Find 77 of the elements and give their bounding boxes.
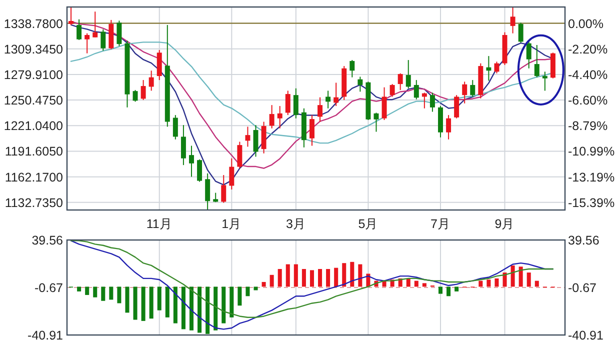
- bar: [141, 286, 146, 321]
- x-tick-label: 3月: [286, 217, 306, 231]
- y-tick-label: -40.91: [28, 328, 64, 340]
- y2-tick-label: -13.19%: [568, 170, 615, 184]
- bar: [270, 274, 274, 287]
- bar: [238, 286, 242, 306]
- bar: [422, 283, 426, 287]
- bar: [518, 266, 523, 287]
- bar: [214, 286, 218, 330]
- y2-tick-label: -8.79%: [568, 119, 608, 134]
- x-tick-label: 9月: [494, 217, 515, 231]
- y-tick-label: 1132.7350: [4, 196, 64, 210]
- bar: [494, 278, 499, 287]
- x-tick-label: 5月: [358, 217, 378, 231]
- bar: [117, 286, 122, 304]
- bar: [478, 280, 483, 287]
- y2-tick-label: 0.00%: [568, 16, 604, 31]
- bar: [342, 263, 346, 287]
- bar: [486, 280, 491, 287]
- y-tick-label: 39.56: [32, 234, 64, 248]
- y-tick-label: -0.67: [34, 280, 64, 295]
- bar: [414, 280, 418, 287]
- y-tick-label: 1191.6050: [4, 144, 64, 159]
- y2-tick-label: -6.60%: [568, 94, 608, 108]
- bar: [206, 286, 210, 334]
- bar: [502, 272, 507, 287]
- bar: [350, 262, 354, 287]
- bar: [446, 286, 451, 296]
- bar: [109, 286, 114, 300]
- y-tick-label: 1162.1700: [4, 170, 64, 184]
- bar: [125, 286, 130, 313]
- bar: [278, 268, 282, 287]
- bar: [358, 264, 362, 287]
- bar: [534, 280, 539, 287]
- y-tick-label: 1279.9100: [4, 68, 64, 82]
- y2-tick-label: -0.67: [568, 280, 597, 295]
- bar: [510, 265, 515, 287]
- bar: [157, 286, 162, 310]
- bar: [334, 268, 338, 287]
- y-tick-label: 1250.4750: [4, 94, 64, 108]
- bar: [93, 286, 98, 298]
- y-tick-label: 1338.7800: [4, 16, 64, 31]
- bar: [302, 268, 306, 287]
- bar: [526, 272, 531, 287]
- bar: [173, 286, 178, 324]
- bar: [189, 286, 194, 330]
- y2-tick-label: -40.91: [568, 328, 604, 340]
- bar: [222, 286, 226, 324]
- bar: [101, 286, 106, 301]
- y2-tick-label: 39.56: [568, 234, 600, 248]
- bar: [262, 282, 266, 287]
- x-tick-label: 7月: [430, 217, 450, 231]
- bar: [246, 286, 250, 296]
- y2-tick-label: -15.39%: [568, 196, 615, 210]
- bar: [149, 286, 154, 319]
- bar: [254, 286, 258, 290]
- bar: [198, 286, 202, 333]
- bar: [85, 286, 90, 295]
- bar: [181, 286, 186, 330]
- y-tick-label: 1221.0400: [4, 119, 64, 134]
- y2-tick-label: -2.20%: [568, 42, 608, 56]
- x-tick-label: 1月: [222, 217, 242, 231]
- bar: [165, 286, 170, 318]
- bar: [133, 286, 138, 320]
- bar: [286, 264, 290, 287]
- bar: [310, 270, 314, 287]
- x-tick-label: 11月: [146, 217, 172, 231]
- bar: [77, 286, 82, 292]
- y2-tick-label: -10.99%: [568, 144, 615, 159]
- bar: [454, 286, 459, 292]
- bar: [318, 268, 322, 287]
- bar: [438, 286, 443, 294]
- bar: [230, 286, 234, 318]
- y-tick-label: 1309.3450: [4, 42, 64, 56]
- bar: [326, 268, 330, 287]
- y2-tick-label: -4.40%: [568, 68, 608, 82]
- bar: [294, 264, 298, 287]
